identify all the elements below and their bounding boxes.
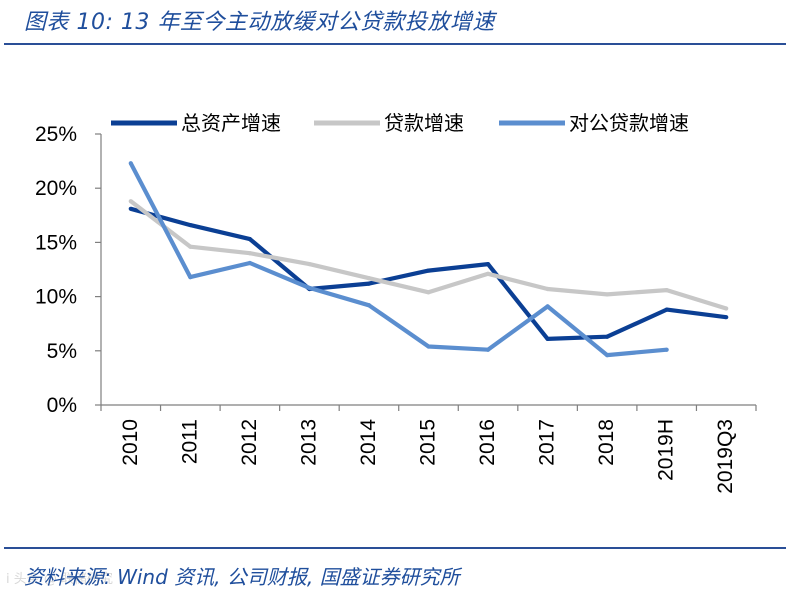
data-point (664, 347, 669, 352)
x-tick-label: 2019H (655, 419, 678, 481)
data-point (724, 306, 729, 311)
x-tick-label: 2017 (536, 419, 559, 466)
data-point (188, 274, 193, 280)
data-point (247, 251, 252, 256)
title-divider (4, 43, 786, 45)
data-point (426, 290, 431, 295)
x-tick-label: 2010 (119, 419, 142, 466)
y-tick-label: 10% (35, 286, 77, 309)
data-point (366, 276, 372, 281)
x-tick-label: 2018 (595, 419, 618, 466)
y-tick-label: 20% (35, 177, 77, 200)
x-tick-label: 2014 (357, 419, 380, 466)
data-point (366, 303, 372, 308)
data-point (247, 237, 252, 242)
data-point (545, 304, 550, 309)
y-tick-label: 5% (47, 340, 77, 363)
data-point (426, 268, 431, 273)
source-divider (4, 547, 786, 549)
data-point (545, 336, 550, 341)
source-note: 资料来源: Wind 资讯, 公司财报, 国盛证券研究所 (24, 565, 460, 589)
data-point (128, 161, 133, 166)
data-point (664, 307, 669, 312)
watermark: i 头条 @ 联储研究 (6, 572, 114, 587)
data-point (485, 347, 491, 352)
data-point (485, 261, 491, 267)
y-tick-label: 15% (35, 231, 77, 254)
legend-label: 贷款增速 (384, 111, 464, 135)
legend-label: 对公贷款增速 (569, 111, 689, 135)
series-line-3 (128, 162, 667, 358)
x-tick-label: 2019Q3 (714, 419, 737, 494)
data-point (724, 315, 729, 320)
data-point (605, 292, 610, 297)
data-point (426, 344, 431, 349)
x-tick-label: 2016 (476, 419, 499, 466)
x-tick-label: 2011 (178, 419, 201, 464)
data-point (307, 285, 312, 291)
legend-label: 总资产增速 (181, 111, 281, 135)
data-point (188, 222, 193, 228)
x-tick-label: 2015 (417, 419, 440, 466)
data-point (247, 260, 252, 266)
data-point (188, 244, 193, 249)
data-point (485, 271, 491, 276)
data-point (128, 199, 133, 204)
x-tick-label: 2012 (238, 419, 261, 466)
data-point (307, 261, 312, 267)
data-point (605, 334, 610, 339)
y-tick-label: 0% (47, 394, 77, 417)
chart-title: 图表 10: 13 年至今主动放缓对公贷款投放增速 (24, 10, 495, 35)
data-point (605, 353, 610, 358)
x-tick-label: 2013 (297, 419, 320, 466)
series-line-1 (130, 206, 727, 341)
data-point (545, 286, 550, 292)
data-point (366, 281, 372, 286)
data-point (664, 287, 669, 293)
data-point (128, 206, 133, 211)
y-tick-label: 25% (35, 123, 77, 146)
